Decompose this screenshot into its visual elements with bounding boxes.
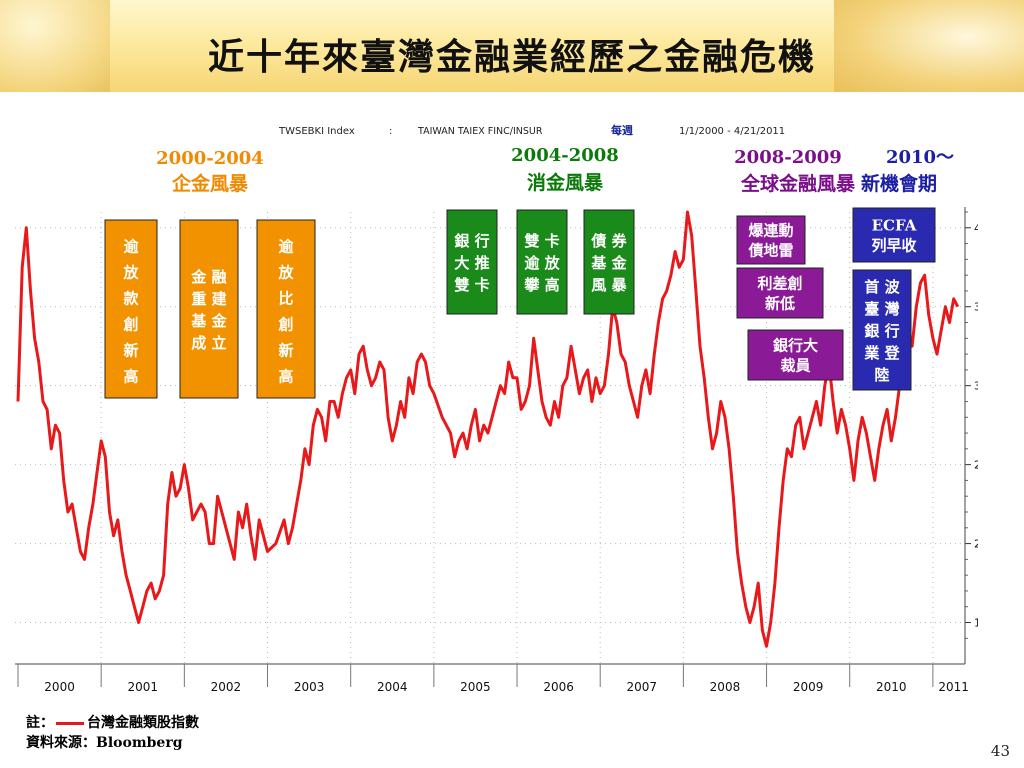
- line-chart: 15 20 25 30 35 40 2000 2001 2002 2003 2004 2005 2006…: [15, 123, 988, 694]
- event-box: 爆連動債地雷: [736, 215, 806, 265]
- event-box-bg: [736, 215, 806, 265]
- event-box-bg: [256, 219, 316, 399]
- era-name: 新機會期: [861, 172, 937, 195]
- series-line-finance-index: [16, 210, 960, 648]
- era-name: 全球金融風暴: [740, 172, 856, 195]
- y-tick-label: 20: [974, 538, 978, 551]
- x-tick-label: 2010: [876, 680, 907, 694]
- x-tick-label: 2002: [211, 680, 242, 694]
- event-label: 銀行大裁員: [773, 337, 818, 375]
- terminal-frequency: 每週: [611, 123, 633, 137]
- event-box: ECFA 列早收: [852, 207, 936, 263]
- event-box: 雙 卡逾 放攀 高: [516, 209, 568, 315]
- event-label: 雙 卡逾 放攀 高: [523, 232, 560, 294]
- event-box-bg: [104, 219, 158, 399]
- title-bar: 近十年來臺灣金融業經歷之金融危機: [0, 0, 1024, 92]
- event-label: 利差創新低: [757, 275, 802, 313]
- x-tick-label: 2003: [294, 680, 325, 694]
- y-tick-label: 25: [974, 459, 978, 472]
- event-box-bg: [583, 209, 635, 315]
- y-tick-label: 40: [974, 222, 978, 235]
- terminal-ticker: TWSEBKI Index: [278, 126, 355, 137]
- terminal-date-range: 1/1/2000 - 4/21/2011: [679, 126, 785, 137]
- terminal-separator: :: [389, 126, 392, 137]
- event-box: 首 波臺 灣銀 行業 登陸: [852, 269, 912, 391]
- y-tick-label: 15: [974, 617, 978, 630]
- x-tick-label: 2004: [377, 680, 408, 694]
- event-boxes: 逾放款創新高 金 融重 建基 金成 立 逾放比創新高 銀 行大 推雙 卡雙 卡逾 放攀…: [104, 207, 936, 399]
- terminal-description: TAIWAN TAIEX FINC/INSUR: [417, 126, 543, 137]
- event-box-bg: [736, 267, 824, 319]
- note-prefix: 註：: [26, 715, 54, 731]
- event-box-bg: [747, 329, 844, 381]
- event-box: 利差創新低: [736, 267, 824, 319]
- legend-label: 台灣金融類股指數: [87, 715, 199, 731]
- x-tick-label: 2009: [793, 680, 824, 694]
- x-tick-label: 2007: [627, 680, 658, 694]
- event-label: ECFA 列早收: [871, 217, 916, 255]
- event-label: 金 融重 建基 金成 立: [190, 268, 227, 352]
- x-tick-label: 2011: [938, 680, 969, 694]
- footnote: 註： 台灣金融類股指數 資料來源：Bloomberg: [26, 713, 199, 753]
- event-box: 銀 行大 推雙 卡: [446, 209, 498, 315]
- x-tick-label: 2005: [460, 680, 491, 694]
- event-label: 債 券基 金風 暴: [590, 232, 627, 294]
- era-years: 2008-2009: [734, 147, 842, 168]
- event-label: 首 波臺 灣銀 行業 登陸: [863, 278, 900, 384]
- event-box: 逾放款創新高: [104, 219, 158, 399]
- gold-coin-decoration-right: [834, 0, 1024, 92]
- x-tick-label: 2006: [543, 680, 574, 694]
- x-tick-label: 2000: [44, 680, 75, 694]
- era-years: 2010～: [886, 147, 954, 168]
- event-box-bg: [179, 219, 239, 399]
- event-box-bg: [852, 269, 912, 391]
- era-name: 消金風暴: [527, 171, 604, 194]
- slide-title: 近十年來臺灣金融業經歷之金融危機: [207, 36, 816, 78]
- y-tick-label: 30: [974, 380, 978, 393]
- x-tick-label: 2001: [127, 680, 158, 694]
- event-box-bg: [852, 207, 936, 263]
- event-box-bg: [516, 209, 568, 315]
- source-line: 資料來源：Bloomberg: [26, 735, 183, 751]
- era-years: 2004-2008: [511, 145, 619, 166]
- event-box: 逾放比創新高: [256, 219, 316, 399]
- era-years: 2000-2004: [156, 148, 264, 169]
- page-number: 43: [990, 742, 1010, 760]
- event-label: 爆連動債地雷: [747, 222, 793, 260]
- event-label: 逾放比創新高: [277, 237, 294, 385]
- terminal-header: TWSEBKI Index : TAIWAN TAIEX FINC/INSUR …: [278, 123, 785, 137]
- era-labels: 2000-2004 企金風暴 2004-2008 消金風暴 2008-2009 全球金融風…: [156, 145, 954, 195]
- chart-area: 15 20 25 30 35 40 2000 2001 2002 2003 2004 2005 2006…: [15, 112, 988, 704]
- gold-coin-decoration-left: [0, 0, 110, 92]
- event-box: 金 融重 建基 金成 立: [179, 219, 239, 399]
- event-box: 銀行大裁員: [747, 329, 844, 381]
- legend-swatch: [56, 721, 84, 725]
- event-box: 債 券基 金風 暴: [583, 209, 635, 315]
- y-tick-label: 35: [974, 301, 978, 314]
- legend-row: 註： 台灣金融類股指數: [26, 713, 199, 733]
- event-label: 逾放款創新高: [122, 237, 139, 385]
- x-tick-label: 2008: [710, 680, 741, 694]
- event-box-bg: [446, 209, 498, 315]
- event-label: 銀 行大 推雙 卡: [454, 232, 489, 294]
- era-name: 企金風暴: [171, 172, 249, 195]
